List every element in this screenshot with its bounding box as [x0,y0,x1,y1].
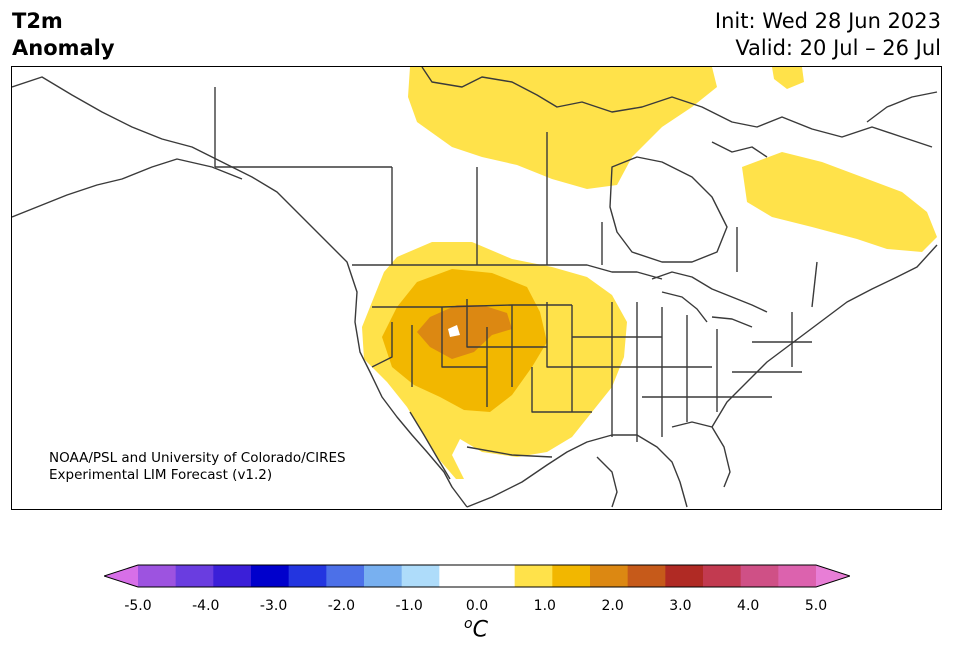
init-date: Init: Wed 28 Jun 2023 [714,9,941,33]
map-panel [11,66,942,510]
colorbar-swatch [514,565,553,587]
colorbar-swatch [590,565,629,587]
colorbar-tick-label: 0.0 [465,598,489,614]
colorbar-swatch [175,565,214,587]
colorbar-swatch [778,565,817,587]
anomaly-map [12,67,938,508]
colorbar-swatch [326,565,365,587]
colorbar-swatch [401,565,440,587]
credit-line-2: Experimental LIM Forecast (v1.2) [49,467,273,483]
colorbar-extend-high [816,565,850,587]
colorbar-swatch [552,565,591,587]
colorbar [102,564,852,588]
colorbar-swatch [213,565,252,587]
map-boundaries [12,67,938,508]
colorbar-swatch [364,565,403,587]
colorbar-tick-label: 2.0 [601,598,624,614]
colorbar-tick-label: 4.0 [737,598,760,614]
colorbar-swatch [138,565,177,587]
colorbar-tick-label: -5.0 [124,598,152,614]
colorbar-tick-label: -1.0 [395,598,423,614]
colorbar-swatches [102,564,852,588]
colorbar-tick-label: -4.0 [192,598,220,614]
colorbar-tick-label: -2.0 [327,598,356,614]
colorbar-swatch [627,565,666,587]
colorbar-units: oC [464,616,488,642]
colorbar-swatch [439,565,478,587]
colorbar-tick-label: -3.0 [259,598,288,614]
colorbar-extend-low [104,565,138,587]
colorbar-swatch [703,565,742,587]
units-celsius: C [472,617,488,643]
colorbar-swatch [251,565,290,587]
forecast-dates: Init: Wed 28 Jun 2023 Valid: 20 Jul – 26… [715,8,941,62]
colorbar-swatch [477,565,516,587]
colorbar-swatch [665,565,704,587]
chart-title: T2m Anomaly [12,8,115,62]
colorbar-tick-label: 3.0 [669,598,692,614]
units-degree: o [464,616,473,632]
colorbar-swatch [740,565,779,587]
colorbar-tick-label: 5.0 [804,598,828,614]
anomaly-fill-level-3 [417,305,512,359]
title-field: Anomaly [12,36,115,60]
valid-date: Valid: 20 Jul – 26 Jul [735,36,941,60]
credit-text: NOAA/PSL and University of Colorado/CIRE… [49,450,346,484]
credit-line-1: NOAA/PSL and University of Colorado/CIRE… [49,450,346,466]
colorbar-tick-label: 1.0 [533,598,556,614]
colorbar-swatch [288,565,327,587]
title-variable: T2m [12,9,63,33]
